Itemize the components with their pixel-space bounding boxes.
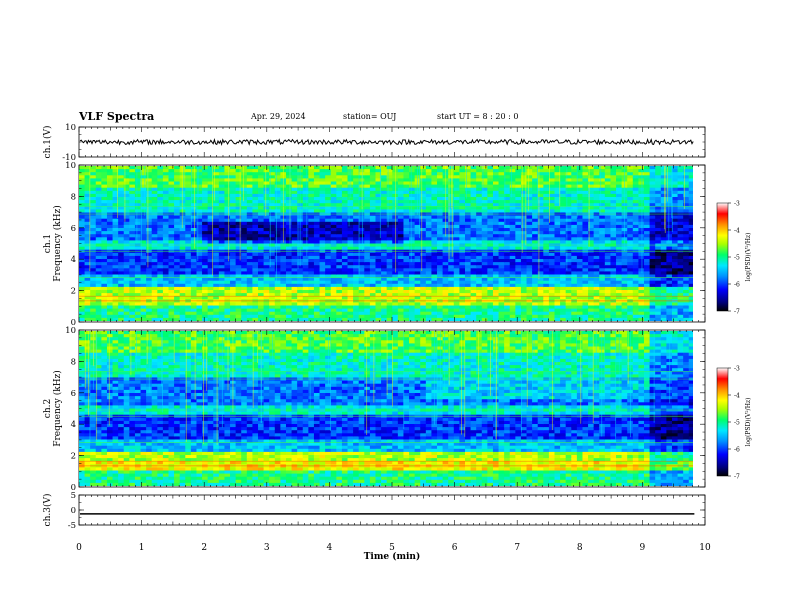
ch2-spectrogram-image — [79, 331, 693, 486]
y-tick-label: 10 — [65, 161, 76, 171]
ch1-colorbar — [716, 202, 729, 312]
y-tick-label: -10 — [62, 153, 76, 163]
colorbar-ticks: -3 -4 -5 -6 -7 log(PSD)(V²/Hz) -3 -4 -5 -6 -7 log(P… — [728, 201, 752, 481]
y-axis-label: ch.1(V) — [42, 126, 53, 159]
x-axis-label: Time (min) — [364, 551, 421, 562]
x-tick-label: 10 — [699, 543, 711, 553]
colorbar-label: log(PSD)(V²/Hz) — [745, 398, 752, 447]
y-axis-label: ch.3(V) — [42, 494, 53, 527]
x-tick-label: 0 — [76, 543, 82, 553]
x-tick-label: 7 — [514, 543, 520, 553]
colorbar-label: log(PSD)(V²/Hz) — [745, 233, 752, 282]
start-time-label: start UT = 8 : 20 : 0 — [437, 112, 519, 121]
colorbar-tick-label: -4 — [734, 228, 740, 235]
y-tick-label: 0 — [71, 483, 76, 493]
y-tick-label: 2 — [71, 287, 76, 297]
y-tick-label: 10 — [65, 123, 76, 133]
y-tick-label: 6 — [71, 224, 76, 234]
y-axis-label: Frequency (kHz) — [52, 370, 63, 447]
y-axis-label: ch.1 — [43, 234, 53, 253]
y-tick-label: 10 — [65, 326, 76, 336]
colorbar-tick-label: -3 — [734, 201, 740, 208]
colorbar-tick-label: -6 — [734, 282, 740, 289]
y-tick-label: 8 — [71, 192, 76, 202]
figure-title: VLF Spectra — [79, 110, 155, 123]
x-tick-label: 9 — [640, 543, 646, 553]
y-tick-label: 0 — [71, 318, 76, 328]
figure-header: VLF Spectra Apr. 29, 2024 station= OUJ s… — [0, 110, 792, 126]
x-tick-label: 5 — [389, 543, 395, 553]
colorbar-tick-label: -5 — [734, 255, 740, 262]
y-tick-label: 5 — [71, 491, 76, 501]
y-axis-label: ch.2 — [43, 399, 53, 418]
colorbar-tick-label: -7 — [734, 309, 740, 316]
y-tick-label: -5 — [68, 521, 76, 531]
x-tick-label: 4 — [327, 543, 333, 553]
y-axis-label: Frequency (kHz) — [52, 205, 63, 282]
y-tick-label: 2 — [71, 452, 76, 462]
y-tick-label: 0 — [71, 506, 76, 516]
y-tick-label: 8 — [71, 357, 76, 367]
y-tick-label: 4 — [71, 420, 76, 430]
ch1-spectrogram-image — [79, 166, 693, 321]
colorbar-tick-label: -5 — [734, 420, 740, 427]
colorbar-tick-label: -7 — [734, 474, 740, 481]
ch2-colorbar — [716, 367, 729, 477]
station-label: station= OUJ — [343, 112, 397, 121]
x-tick-label: 8 — [577, 543, 583, 553]
colorbar-tick-label: -3 — [734, 366, 740, 373]
x-tick-label: 2 — [201, 543, 207, 553]
x-tick-label: 3 — [264, 543, 270, 553]
colorbar-tick-label: -6 — [734, 447, 740, 454]
y-tick-label: 6 — [71, 389, 76, 399]
y-tick-label: 4 — [71, 255, 76, 265]
axis-ticks — [78, 126, 706, 526]
x-tick-label: 6 — [452, 543, 458, 553]
x-tick-label: 1 — [139, 543, 145, 553]
date-label: Apr. 29, 2024 — [251, 112, 306, 121]
colorbar-tick-label: -4 — [734, 393, 740, 400]
ch1-waveform-line — [79, 137, 694, 146]
